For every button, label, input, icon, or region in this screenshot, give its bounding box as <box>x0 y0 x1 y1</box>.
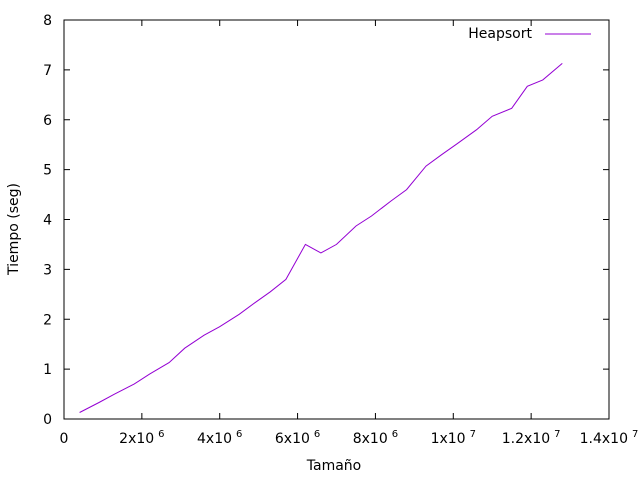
x-tick-label-base: 0 <box>60 431 69 447</box>
y-axis-title: Tiempo (seg) <box>6 183 22 276</box>
legend-label: Heapsort <box>468 26 532 42</box>
y-tick-label: 8 <box>43 13 52 29</box>
y-tick-label: 2 <box>43 312 52 328</box>
tick-marks <box>63 19 610 420</box>
y-tick-label: 4 <box>43 213 52 229</box>
y-tick-label: 1 <box>43 362 52 378</box>
y-tick-label: 7 <box>43 63 52 79</box>
x-tick-label-exponent: 6 <box>236 429 242 440</box>
y-tick-label: 6 <box>43 113 52 129</box>
x-tick-label-exponent: 6 <box>392 429 398 440</box>
series-layer <box>79 63 563 413</box>
x-tick-label: 2x10 6 <box>119 429 164 447</box>
y-tick-label: 3 <box>43 262 52 278</box>
x-tick-label-exponent: 6 <box>158 429 164 440</box>
x-tick-label-base: 1x10 <box>431 431 466 447</box>
x-tick-label: 1x10 7 <box>431 429 476 447</box>
x-tick-label-base: 8x10 <box>353 431 388 447</box>
x-tick-label-exponent: 7 <box>632 429 638 440</box>
x-tick-label-exponent: 6 <box>314 429 320 440</box>
x-tick-label-base: 4x10 <box>197 431 232 447</box>
x-tick-label-exponent: 7 <box>470 429 476 440</box>
legend: Heapsort <box>468 26 591 42</box>
y-tick-label: 0 <box>43 412 52 428</box>
x-tick-label: 4x10 6 <box>197 429 242 447</box>
x-tick-label: 1.2x10 7 <box>502 429 561 447</box>
y-tick-label: 5 <box>43 163 52 179</box>
x-tick-label: 6x10 6 <box>275 429 320 447</box>
y-tick-labels: 0 1 2 3 4 5 6 7 8 <box>43 13 52 428</box>
x-tick-labels: 0 2x10 6 4x10 6 6x10 6 8x10 6 1x10 7 1.2x10 7 1.4x10 7 <box>60 429 639 447</box>
x-tick-label-base: 2x10 <box>119 431 154 447</box>
x-tick-label-base: 1.4x10 <box>580 431 628 447</box>
series-line-heapsort <box>79 63 563 413</box>
plot-frame <box>63 19 610 420</box>
x-tick-label-base: 1.2x10 <box>502 431 550 447</box>
x-tick-label-base: 6x10 <box>275 431 310 447</box>
x-axis-title: Tamaño <box>306 458 361 474</box>
x-tick-label: 1.4x10 7 <box>580 429 639 447</box>
x-tick-label-exponent: 7 <box>554 429 560 440</box>
x-tick-label: 8x10 6 <box>353 429 398 447</box>
x-tick-label: 0 <box>60 431 69 447</box>
